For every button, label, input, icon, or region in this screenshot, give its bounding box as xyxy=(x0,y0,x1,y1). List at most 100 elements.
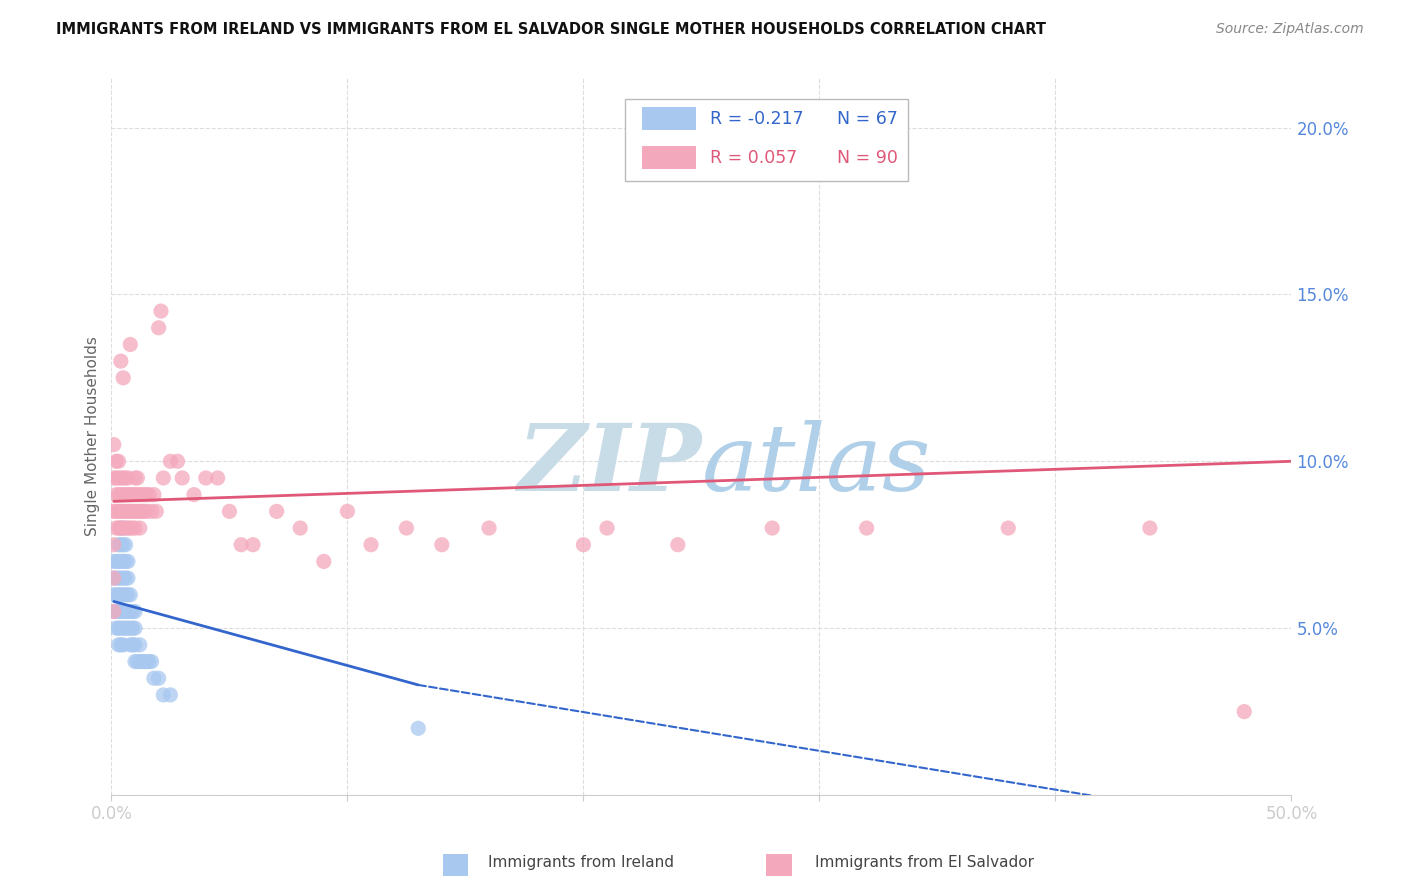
Point xyxy=(105,588,128,602)
Point xyxy=(149,304,172,318)
Point xyxy=(114,571,136,585)
Point xyxy=(105,471,128,485)
FancyBboxPatch shape xyxy=(624,99,908,181)
Point xyxy=(124,504,146,518)
Point xyxy=(107,538,129,552)
Point xyxy=(110,504,132,518)
Point xyxy=(124,655,146,669)
Point xyxy=(218,504,240,518)
Point xyxy=(855,521,877,535)
Point xyxy=(110,588,132,602)
Point xyxy=(107,471,129,485)
Point xyxy=(107,588,129,602)
Point xyxy=(231,538,253,552)
Point xyxy=(135,655,157,669)
Point xyxy=(112,638,135,652)
Point xyxy=(107,554,129,568)
Text: N = 90: N = 90 xyxy=(837,149,898,167)
Point xyxy=(406,721,429,735)
Point xyxy=(117,588,139,602)
Point xyxy=(194,471,217,485)
Point xyxy=(114,538,136,552)
Point xyxy=(110,488,132,502)
Point xyxy=(103,571,125,585)
Point xyxy=(134,655,156,669)
Point xyxy=(105,504,128,518)
Point xyxy=(596,521,619,535)
Point xyxy=(107,521,129,535)
Point xyxy=(110,471,132,485)
Point xyxy=(114,471,136,485)
Point xyxy=(159,688,181,702)
Point xyxy=(112,488,135,502)
Point xyxy=(112,521,135,535)
Point xyxy=(127,504,149,518)
Point xyxy=(124,605,146,619)
Point xyxy=(112,371,135,385)
Point xyxy=(105,605,128,619)
Point xyxy=(997,521,1019,535)
Text: Immigrants from Ireland: Immigrants from Ireland xyxy=(488,855,673,870)
Point xyxy=(152,688,174,702)
Point xyxy=(110,521,132,535)
FancyBboxPatch shape xyxy=(643,146,696,169)
Y-axis label: Single Mother Households: Single Mother Households xyxy=(86,336,100,536)
Text: Source: ZipAtlas.com: Source: ZipAtlas.com xyxy=(1216,22,1364,37)
Point xyxy=(110,354,132,368)
Point xyxy=(117,488,139,502)
Point xyxy=(128,488,150,502)
Point xyxy=(131,488,153,502)
Point xyxy=(134,488,156,502)
Point xyxy=(112,605,135,619)
Point xyxy=(114,621,136,635)
Point xyxy=(142,671,165,685)
Point xyxy=(117,571,139,585)
Point xyxy=(128,521,150,535)
Point xyxy=(112,504,135,518)
Point xyxy=(138,488,160,502)
Point xyxy=(112,521,135,535)
Point xyxy=(266,504,288,518)
Point xyxy=(117,554,139,568)
Point xyxy=(121,621,143,635)
Point xyxy=(120,488,142,502)
Point xyxy=(110,554,132,568)
Point xyxy=(114,504,136,518)
Point xyxy=(121,605,143,619)
Text: atlas: atlas xyxy=(702,420,931,510)
Point xyxy=(105,454,128,468)
Text: IMMIGRANTS FROM IRELAND VS IMMIGRANTS FROM EL SALVADOR SINGLE MOTHER HOUSEHOLDS : IMMIGRANTS FROM IRELAND VS IMMIGRANTS FR… xyxy=(56,22,1046,37)
Point xyxy=(114,588,136,602)
Point xyxy=(103,538,125,552)
Point xyxy=(127,488,149,502)
Point xyxy=(121,521,143,535)
Point xyxy=(112,621,135,635)
Point xyxy=(572,538,595,552)
Point xyxy=(131,504,153,518)
Point xyxy=(107,638,129,652)
Point xyxy=(128,504,150,518)
Point xyxy=(207,471,229,485)
Point xyxy=(120,588,142,602)
Point xyxy=(117,521,139,535)
Point xyxy=(117,621,139,635)
Point xyxy=(105,571,128,585)
Text: Immigrants from El Salvador: Immigrants from El Salvador xyxy=(815,855,1035,870)
Point xyxy=(148,320,170,334)
Point xyxy=(131,655,153,669)
Point xyxy=(242,538,264,552)
Point xyxy=(117,504,139,518)
Point xyxy=(166,454,188,468)
Point xyxy=(110,538,132,552)
Point xyxy=(1139,521,1161,535)
Point xyxy=(107,605,129,619)
Text: R = 0.057: R = 0.057 xyxy=(710,149,797,167)
Point xyxy=(103,554,125,568)
Point xyxy=(103,471,125,485)
Point xyxy=(105,521,128,535)
Point xyxy=(134,504,156,518)
Point xyxy=(172,471,194,485)
Point xyxy=(120,504,142,518)
Point xyxy=(142,488,165,502)
Point xyxy=(159,454,181,468)
